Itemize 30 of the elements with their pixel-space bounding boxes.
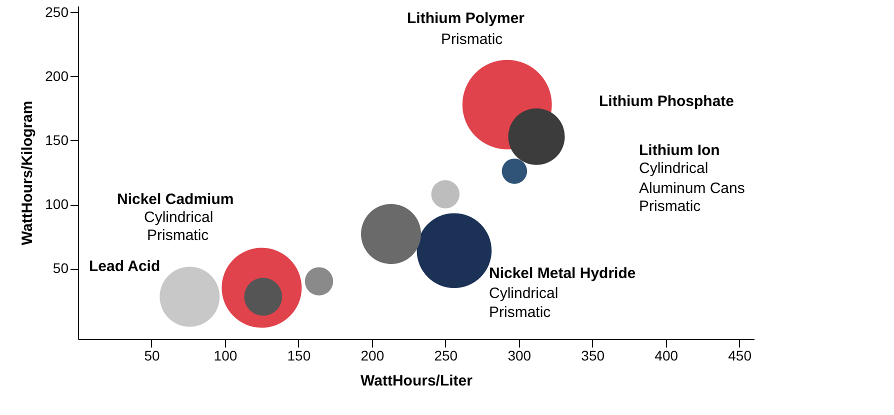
x-tick-label: 350 xyxy=(581,348,605,364)
x-tick-label: 100 xyxy=(214,348,238,364)
x-tick-label: 250 xyxy=(434,348,458,364)
annotation: Nickel Cadmium xyxy=(117,191,234,208)
annotation: Prismatic xyxy=(489,304,552,321)
annotation: Nickel Metal Hydride xyxy=(489,265,636,282)
annotation: Cylindrical xyxy=(639,160,708,177)
y-tick-label: 250 xyxy=(45,4,69,20)
annotation: Lithium Ion xyxy=(639,142,720,159)
annotation: Cylindrical xyxy=(144,209,214,226)
annotation: Lithium Polymer xyxy=(407,10,525,27)
y-tick-label: 100 xyxy=(45,196,69,212)
y-tick-label: 50 xyxy=(52,260,69,276)
x-tick-label: 150 xyxy=(287,348,311,364)
y-tick-label: 150 xyxy=(45,132,69,148)
annotation: Prismatic xyxy=(639,198,702,215)
x-tick-label: 50 xyxy=(144,348,160,364)
annotation: Cylindrical xyxy=(489,285,558,302)
annotation: Prismatic xyxy=(441,31,504,48)
x-tick-label: 200 xyxy=(360,348,384,364)
y-axis-title: WattHours/Kilogram xyxy=(19,100,36,246)
x-tick-label: 400 xyxy=(654,348,678,364)
annotation: Lead Acid xyxy=(89,258,160,275)
x-tick-label: 450 xyxy=(728,348,752,364)
x-axis-title: WattHours/Liter xyxy=(360,372,473,390)
annotation: Prismatic xyxy=(147,227,210,244)
x-tick-label: 300 xyxy=(508,348,532,364)
y-tick-label: 200 xyxy=(45,68,69,84)
annotation: Aluminum Cans xyxy=(639,180,745,197)
annotation: Lithium Phosphate xyxy=(599,93,734,110)
